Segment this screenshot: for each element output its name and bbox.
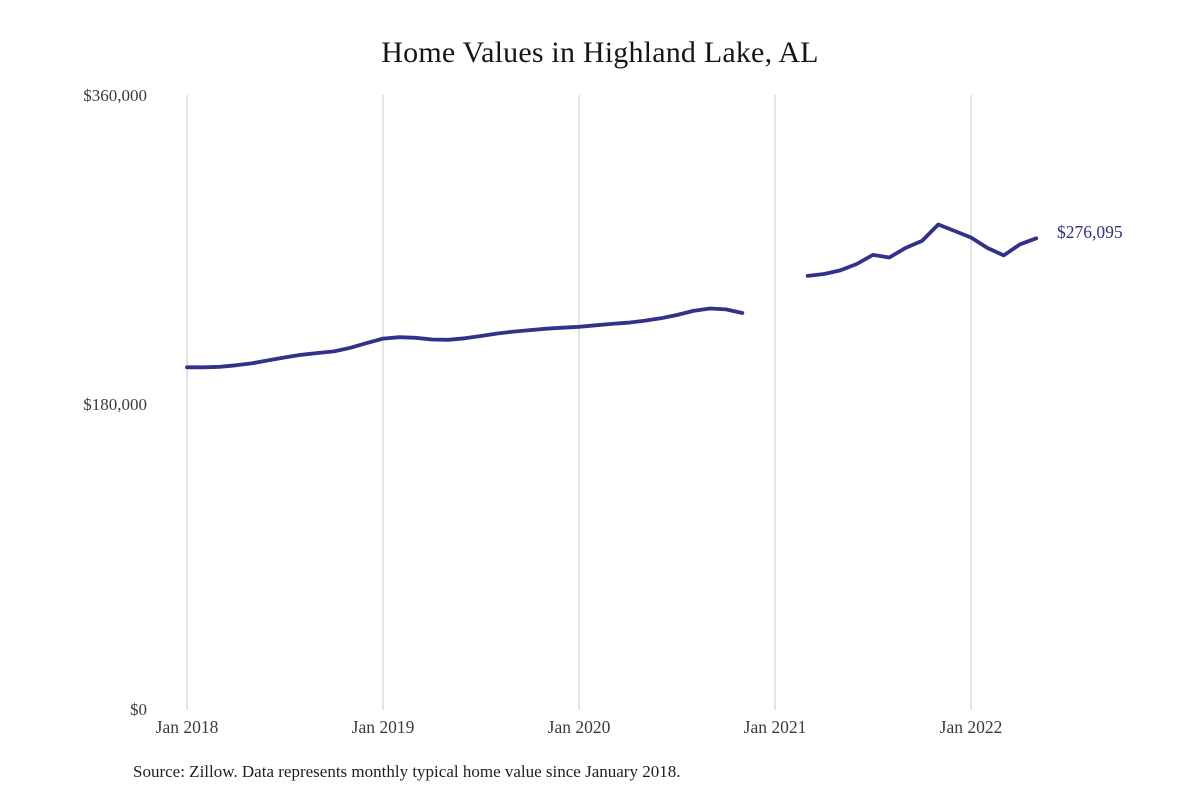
y-axis-tick-label-360000: $360,000 — [83, 86, 147, 105]
value-line — [185, 222, 1039, 370]
chart-title: Home Values in Highland Lake, AL — [381, 36, 819, 69]
x-axis-tick-label-jan-2018: Jan 2018 — [155, 717, 219, 737]
x-axis-tick-label-jan-2019: Jan 2019 — [351, 717, 415, 737]
x-axis-tick-label-jan-2022: Jan 2022 — [939, 717, 1003, 737]
source-note: Source: Zillow. Data represents monthly … — [133, 762, 681, 781]
latest-value-label: $276,095 — [1057, 222, 1123, 242]
x-axis-tick-label-jan-2020: Jan 2020 — [547, 717, 611, 737]
x-axis-tick-label-jan-2021: Jan 2021 — [743, 717, 807, 737]
y-axis-tick-label-0: $0 — [130, 700, 147, 719]
gridlines — [186, 95, 972, 710]
y-axis-tick-label-180000: $180,000 — [83, 395, 147, 414]
